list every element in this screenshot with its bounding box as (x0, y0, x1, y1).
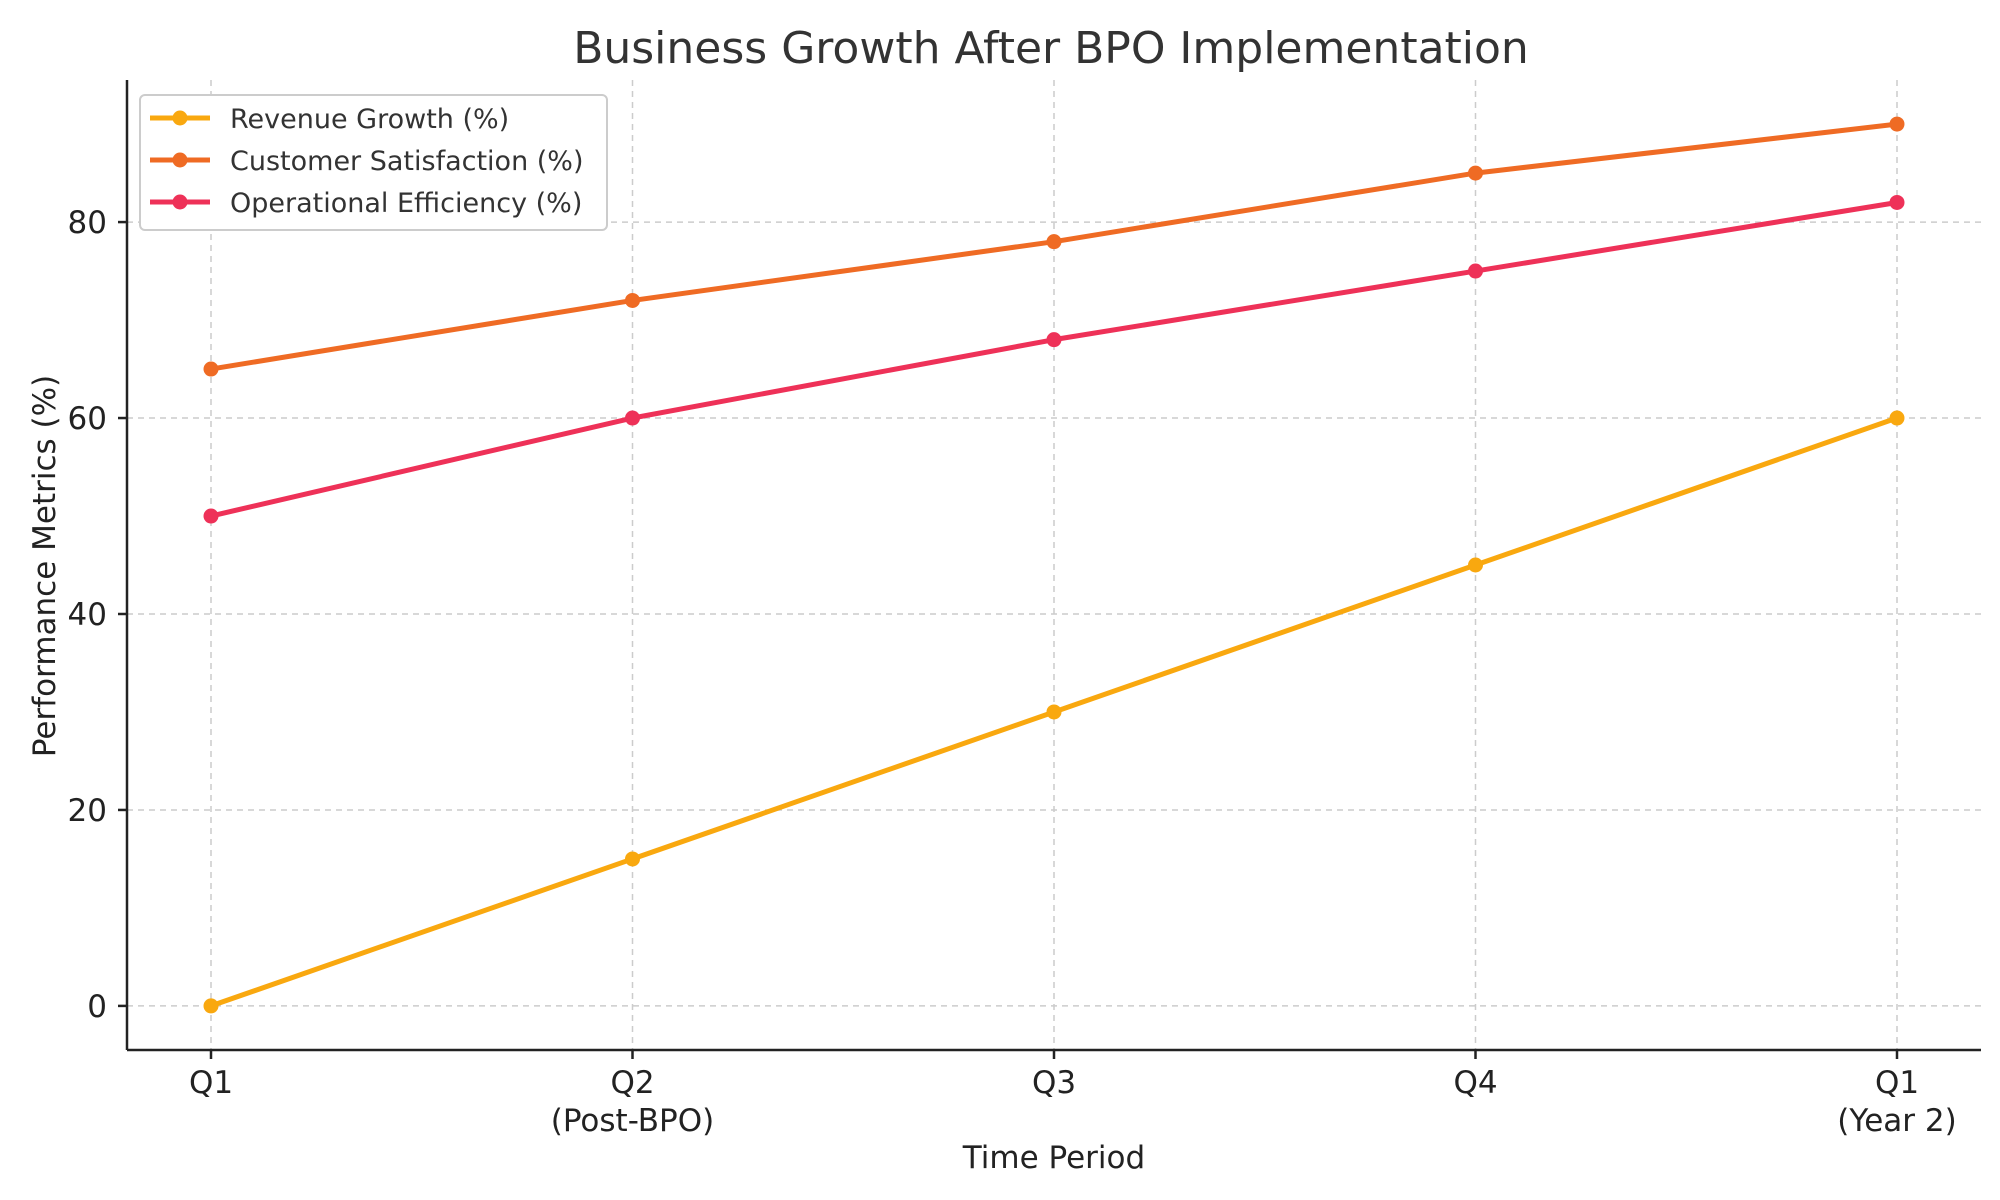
data-point (1468, 165, 1483, 181)
legend-marker (172, 194, 188, 210)
legend-marker (172, 110, 188, 126)
legend-item: Revenue Growth (%) (150, 104, 509, 135)
ticks: Q1 Q2 (Post-BPO) Q3 Q4 Q1 (Year 2) 0 20 40 60 80 (68, 205, 1957, 1139)
y-tick-label: 40 (68, 597, 107, 633)
y-tick-label: 20 (68, 793, 107, 829)
legend-item: Operational Efficiency (%) (150, 188, 582, 219)
data-point (1889, 410, 1905, 426)
data-point (203, 361, 219, 377)
x-tick-label: Q3 (1032, 1065, 1076, 1101)
y-tick-label: 60 (68, 401, 107, 437)
data-point (1468, 263, 1483, 279)
data-point (1468, 557, 1483, 573)
series-1 (203, 410, 1905, 1014)
legend-label: Revenue Growth (%) (230, 104, 509, 135)
data-point (1046, 704, 1062, 720)
x-axis-label: Time Period (962, 1140, 1145, 1176)
data-point (203, 508, 219, 524)
x-tick-label: Q1 (189, 1065, 233, 1101)
y-tick-label: 0 (87, 989, 107, 1025)
data-point (625, 410, 640, 426)
data-point (1889, 116, 1905, 132)
series-3 (203, 194, 1905, 524)
data-point (1046, 234, 1062, 250)
legend-item: Customer Satisfaction (%) (150, 146, 584, 177)
x-tick-label: Q1 (Year 2) (1837, 1065, 1956, 1139)
series-2 (203, 116, 1905, 377)
x-tick-label: Q4 (1453, 1065, 1497, 1101)
y-tick-label: 80 (68, 205, 107, 241)
y-axis-label: Performance Metrics (%) (27, 375, 63, 757)
legend-label: Operational Efficiency (%) (230, 188, 582, 219)
legend: Revenue Growth (%) Customer Satisfaction … (139, 94, 608, 231)
legend-box (139, 94, 608, 231)
data-point (625, 851, 640, 867)
chart-title: Business Growth After BPO Implementation (573, 23, 1529, 74)
data-point (1046, 332, 1062, 348)
data-point (625, 292, 640, 308)
data-point (1889, 194, 1905, 210)
x-tick-label: Q2 (Post-BPO) (551, 1065, 715, 1139)
data-point (203, 998, 219, 1014)
legend-label: Customer Satisfaction (%) (230, 146, 584, 177)
series-layer (203, 116, 1905, 1014)
legend-marker (172, 152, 188, 168)
